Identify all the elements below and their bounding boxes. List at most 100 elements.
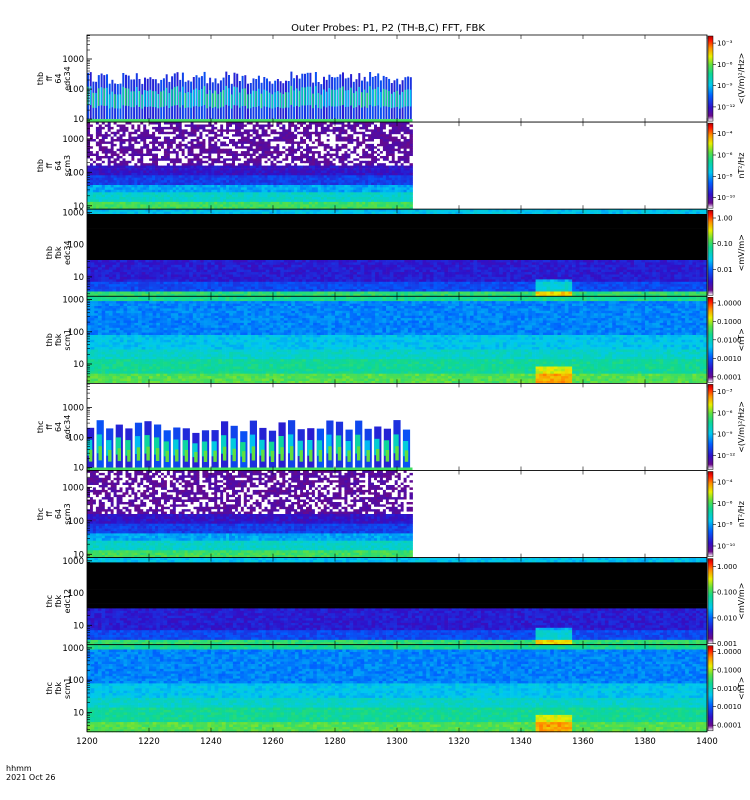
- y-tick-label: 10: [73, 621, 84, 631]
- panel-ylabel: thb ff 64 edc34: [36, 66, 72, 91]
- y-tick-label: 1000: [62, 403, 84, 413]
- spectrogram-image: [87, 35, 707, 122]
- colorbar-tick-label: 10⁻⁸: [717, 521, 733, 529]
- x-tick-label: 1340: [510, 737, 532, 747]
- colorbar-tick-label: 0.0001: [717, 373, 742, 381]
- colorbar-tick-label: 1.0000: [717, 299, 742, 307]
- y-tick-label: 1000: [62, 557, 84, 567]
- colorbar-units: <(V/m)²/Hz>: [737, 53, 746, 105]
- y-tick-label: 10: [73, 115, 84, 125]
- colorbar-tick-label: 10⁻¹⁰: [717, 543, 735, 551]
- colorbar-tick-label: 10⁻⁹: [717, 431, 733, 439]
- panel-ylabel-line: fbk: [54, 682, 63, 695]
- spectrogram-image: [87, 209, 707, 296]
- x-tick-label: 1240: [200, 737, 222, 747]
- colorbar-tick-label: 1.0000: [717, 648, 742, 656]
- colorbar: 0.01 0.10 1.00 <mV/m>: [708, 210, 746, 295]
- y-tick-label: 1000: [62, 296, 84, 306]
- colorbar-tick-label: 1.00: [717, 215, 733, 223]
- colorbar-tick-label: 10⁻⁶: [717, 409, 733, 417]
- y-tick-label: 10: [73, 360, 84, 370]
- panel-ylabel-line: thc: [36, 421, 45, 434]
- panel-ylabel-line: 64: [54, 161, 63, 171]
- spectrogram-image: [87, 645, 707, 733]
- colorbar-units: nT²/Hz: [737, 501, 746, 527]
- spectrogram-image: [87, 383, 707, 470]
- panel-ylabel-line: fbk: [54, 246, 63, 259]
- colorbar-tick-label: 10⁻¹⁰: [717, 194, 735, 202]
- y-tick-label: 10: [73, 464, 84, 474]
- panel-ylabel-line: ff: [45, 511, 54, 517]
- colorbar-units: <(V/m)²/Hz>: [737, 401, 746, 453]
- panel-ylabel: thc fbk scm1: [45, 678, 72, 699]
- panel-ylabel-line: edc34: [63, 415, 72, 440]
- colorbar-tick-label: 0.10: [717, 240, 733, 248]
- colorbar-tick-label: 10⁻⁴: [717, 130, 733, 138]
- colorbar-tick-label: 1.000: [717, 563, 737, 571]
- colorbar-units: nT²/Hz: [737, 153, 746, 179]
- panel-ylabel: thc fbk edc12: [45, 589, 72, 614]
- panel-ylabel-line: 64: [54, 422, 63, 432]
- colorbar-tick-label: 0.1000: [717, 666, 742, 674]
- colorbar-tick-label: 10⁻⁶: [717, 152, 733, 160]
- panel-ylabel-line: fbk: [54, 595, 63, 608]
- panel-ylabel-line: thb: [36, 72, 45, 85]
- spectrogram-image: [87, 296, 707, 384]
- spectrogram-image: [87, 558, 707, 646]
- colorbar: 10⁻¹⁰ 10⁻⁸ 10⁻⁶ 10⁻⁴ nT²/Hz: [708, 123, 746, 208]
- colorbar-tick-label: 10⁻³: [717, 388, 733, 396]
- y-tick-label: 1000: [62, 483, 84, 493]
- colorbar-tick-label: 10⁻⁴: [717, 479, 733, 487]
- colorbar-tick-label: 0.0010: [717, 355, 742, 363]
- x-tick-label: 1280: [324, 737, 346, 747]
- y-tick-label: 10: [73, 708, 84, 718]
- panel-ylabel: thc ff 64 scm3: [36, 503, 72, 524]
- panel-ylabel: thb ff 64 scm3: [36, 155, 72, 176]
- spectrogram-image: [87, 122, 707, 210]
- colorbar-units: <nT>: [737, 677, 746, 700]
- panel-ylabel-line: 64: [54, 73, 63, 83]
- colorbar-tick-label: 10⁻¹²: [717, 103, 735, 111]
- colorbar: 10⁻¹⁰ 10⁻⁸ 10⁻⁶ 10⁻⁴ nT²/Hz: [708, 472, 746, 557]
- time-label: hhmm: [6, 764, 32, 773]
- x-tick-label: 1380: [634, 737, 656, 747]
- spectrogram-image: [87, 471, 707, 559]
- panel-ylabel-line: scm1: [63, 678, 72, 699]
- panel-ylabel-line: ff: [45, 75, 54, 81]
- colorbar-tick-label: 10⁻⁸: [717, 173, 733, 181]
- panel-ylabel-line: thc: [45, 682, 54, 695]
- colorbar-tick-label: 0.0001: [717, 722, 742, 730]
- y-tick-label: 10: [73, 273, 84, 283]
- panel-ylabel: thc ff 64 edc34: [36, 415, 72, 440]
- colorbar-tick-label: 0.01: [717, 266, 733, 274]
- colorbar-tick-label: 10⁻³: [717, 40, 733, 48]
- panel-ylabel-line: edc12: [63, 589, 72, 614]
- x-axis: 1200 1220 1240 1260 1280 1300 1320 1340 1360 1380…: [76, 737, 718, 747]
- panel-ylabel-line: thb: [45, 246, 54, 259]
- x-tick-label: 1220: [138, 737, 160, 747]
- colorbar-units: <mV/m>: [737, 234, 746, 271]
- date-label: 2021 Oct 26: [6, 773, 55, 782]
- panel-ylabel-line: scm3: [63, 155, 72, 176]
- y-tick-label: 1000: [62, 55, 84, 65]
- x-tick-label: 1260: [262, 737, 284, 747]
- colorbar-tick-label: 10⁻⁶: [717, 500, 733, 508]
- panel-ylabel: thb fbk edc34: [45, 240, 72, 265]
- x-tick-label: 1360: [572, 737, 594, 747]
- y-tick-label: 1000: [62, 135, 84, 145]
- panel-ylabel-line: ff: [45, 162, 54, 168]
- panel-ylabel: thb fbk scm1: [45, 329, 72, 350]
